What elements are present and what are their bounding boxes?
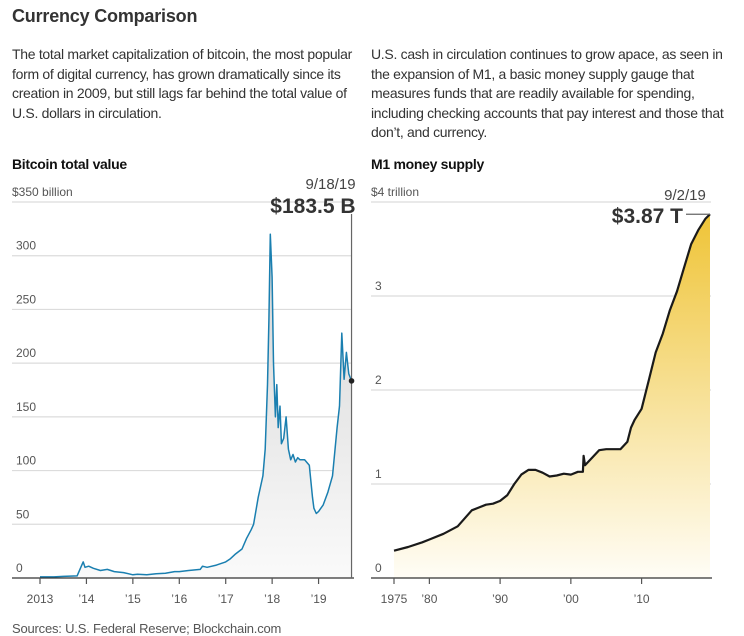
m1-x-tick-label: ’00	[563, 592, 579, 606]
bitcoin-area	[40, 234, 352, 578]
m1-x-tick-label: ’90	[492, 592, 508, 606]
bitcoin-unit-label: $350 billion	[12, 185, 73, 199]
bitcoin-line	[40, 233, 353, 578]
m1-annotation-value: $3.87 T	[612, 205, 683, 228]
m1-y-tick-label: 1	[375, 467, 382, 481]
m1-y-tick-label: 2	[375, 373, 382, 387]
bitcoin-x-tick-label: ’14	[78, 592, 94, 606]
bitcoin-annotation-date: 9/18/19	[305, 176, 355, 193]
bitcoin-x-tick-label: ’15	[125, 592, 141, 606]
bitcoin-x-tick-label: ’19	[311, 592, 327, 606]
m1-description: U.S. cash in circulation continues to gr…	[371, 46, 724, 140]
bitcoin-annotation-value: $183.5 B	[270, 195, 355, 218]
m1-y-tick-label: 0	[375, 561, 382, 575]
bitcoin-y-tick-label: 100	[16, 454, 36, 468]
bitcoin-chart-title: Bitcoin total value	[12, 156, 127, 172]
m1-chart: 0 1 2 3 $4 trillion 1975 ’80 ’90 ’00 ’10 9/2/19$3.…	[371, 185, 712, 606]
m1-annotation-date: 9/2/19	[664, 187, 706, 204]
m1-chart-title: M1 money supply	[371, 156, 484, 172]
m1-x-tick-label: 1975	[381, 592, 408, 606]
m1-x-tick-label: ’80	[421, 592, 437, 606]
bitcoin-x-tick-label: ’18	[264, 592, 280, 606]
bitcoin-chart: 0 50 100 150 200 250 300 $350 billion 2013 ’14 ’15…	[12, 176, 356, 606]
bitcoin-x-tick-label: ’17	[218, 592, 234, 606]
sources-note: Sources: U.S. Federal Reserve; Blockchai…	[12, 621, 282, 636]
m1-area	[394, 214, 710, 578]
bitcoin-y-tick-label: 200	[16, 346, 36, 360]
bitcoin-y-tick-label: 0	[16, 561, 23, 575]
bitcoin-y-tick-label: 150	[16, 400, 36, 414]
page-title: Currency Comparison	[12, 6, 198, 26]
bitcoin-annotation-dot	[348, 378, 355, 384]
bitcoin-description: The total market capitalization of bitco…	[12, 46, 352, 121]
m1-line	[393, 213, 711, 552]
bitcoin-x-tick-label: ’16	[171, 592, 187, 606]
m1-unit-label: $4 trillion	[371, 185, 419, 199]
m1-y-tick-label: 3	[375, 279, 382, 293]
bitcoin-y-tick-label: 250	[16, 292, 36, 306]
bitcoin-y-tick-label: 300	[16, 239, 36, 253]
bitcoin-x-tick-label: 2013	[27, 592, 54, 606]
bitcoin-y-tick-label: 50	[16, 507, 30, 521]
m1-x-tick-label: ’10	[634, 592, 650, 606]
